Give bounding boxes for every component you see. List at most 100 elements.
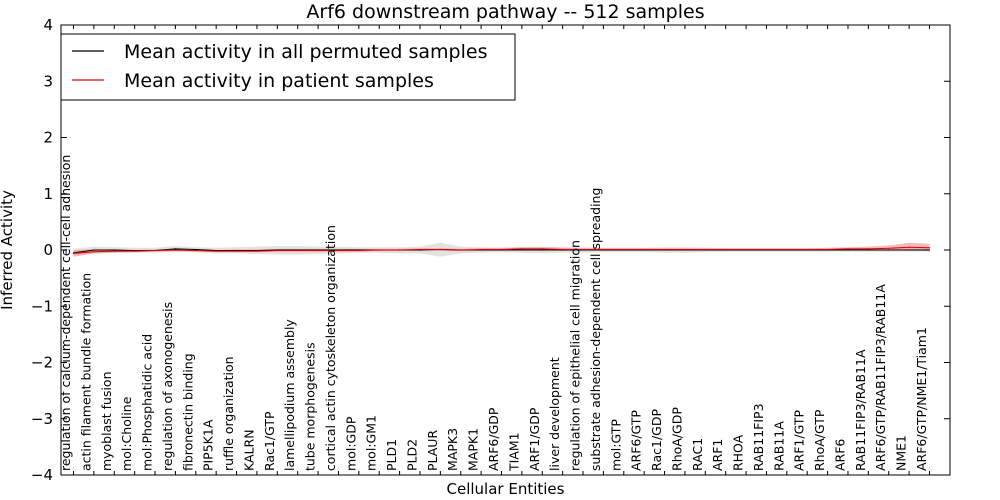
x-tick-label: ARF6/GTP/RAB11FIP3/RAB11A bbox=[873, 284, 888, 471]
point-series-2 bbox=[399, 249, 401, 251]
point-series-2 bbox=[276, 249, 278, 252]
point-series-2 bbox=[888, 247, 890, 249]
x-tick-label: RAC1 bbox=[690, 438, 705, 471]
x-tick-label: mol:GTP bbox=[608, 419, 623, 471]
point-series-2 bbox=[928, 247, 931, 249]
point-series-1 bbox=[908, 249, 910, 251]
point-series-2 bbox=[460, 249, 462, 251]
x-tick-label: lamellipodium assembly bbox=[282, 319, 297, 471]
point-series-2 bbox=[134, 250, 136, 252]
y-tick-label: 2 bbox=[43, 129, 53, 147]
point-series-2 bbox=[93, 251, 95, 253]
x-axis-label: Cellular Entities bbox=[447, 480, 565, 498]
point-series-2 bbox=[521, 248, 523, 250]
y-tick-label: 0 bbox=[43, 241, 53, 259]
x-tick-label: RHOA bbox=[731, 434, 746, 471]
x-tick-label: ARF1 bbox=[710, 439, 725, 471]
point-series-2 bbox=[725, 248, 727, 251]
point-series-2 bbox=[297, 249, 299, 252]
y-tick-label: −4 bbox=[31, 466, 53, 484]
point-series-2 bbox=[256, 250, 258, 252]
x-tick-label: RAB11FIP3 bbox=[751, 403, 766, 471]
point-series-2 bbox=[867, 248, 870, 250]
x-tick-label: PIP5K1A bbox=[201, 419, 216, 471]
x-tick-label: KALRN bbox=[241, 429, 256, 471]
x-tick-label: mol:GM1 bbox=[364, 415, 379, 471]
y-axis-ticks: −4 −3 −2 −1 0 1 2 3 4 bbox=[31, 16, 950, 484]
y-tick-label: −3 bbox=[31, 410, 53, 428]
point-series-2 bbox=[154, 249, 156, 252]
x-tick-label: ruffle organization bbox=[221, 356, 236, 471]
x-tick-label: substrate adhesion-dependent cell spread… bbox=[588, 188, 603, 471]
point-series-2 bbox=[113, 250, 115, 252]
x-tick-label: RAB11A bbox=[771, 421, 786, 471]
point-series-2 bbox=[235, 250, 238, 252]
point-series-1 bbox=[888, 249, 890, 251]
point-series-2 bbox=[704, 248, 706, 251]
point-series-2 bbox=[765, 248, 768, 251]
point-series-2 bbox=[215, 250, 217, 252]
point-series-2 bbox=[419, 248, 421, 251]
point-series-1 bbox=[93, 249, 95, 251]
x-tick-label: Rac1/GDP bbox=[649, 409, 664, 471]
point-series-2 bbox=[480, 248, 482, 251]
y-tick-label: 1 bbox=[43, 185, 53, 203]
point-series-1 bbox=[847, 249, 849, 251]
point-series-2 bbox=[174, 249, 176, 251]
x-tick-label: fibronectin binding bbox=[180, 353, 195, 471]
y-tick-label: −1 bbox=[31, 297, 53, 315]
chart-title: Arf6 downstream pathway -- 512 samples bbox=[306, 1, 704, 23]
x-tick-label: mol:Phosphatidic acid bbox=[140, 334, 155, 471]
point-series-1 bbox=[541, 249, 543, 251]
x-tick-label: regulation of axonogenesis bbox=[160, 302, 175, 471]
x-tick-label: Rac1/GTP bbox=[262, 411, 277, 471]
x-tick-label: regulation of calcium-dependent cell-cel… bbox=[58, 155, 73, 471]
x-tick-label: actin filament bundle formation bbox=[78, 273, 93, 471]
point-series-1 bbox=[867, 249, 870, 251]
legend-label-2: Mean activity in patient samples bbox=[124, 70, 434, 92]
point-series-2 bbox=[500, 248, 503, 251]
point-series-1 bbox=[928, 249, 931, 251]
x-tick-label: MAPK3 bbox=[445, 428, 460, 471]
point-series-2 bbox=[663, 248, 666, 251]
x-tick-label: PLD1 bbox=[384, 439, 399, 471]
point-series-2 bbox=[684, 248, 686, 251]
legend-box bbox=[60, 33, 516, 101]
y-tick-label: 4 bbox=[43, 16, 53, 34]
point-series-2 bbox=[908, 246, 910, 248]
point-series-2 bbox=[317, 249, 319, 252]
legend: Mean activity in all permuted samples Mea… bbox=[60, 33, 516, 101]
x-tick-label: NME1 bbox=[894, 435, 909, 471]
point-series-2 bbox=[582, 248, 584, 251]
point-series-2 bbox=[358, 249, 360, 252]
point-series-2 bbox=[439, 248, 441, 251]
point-series-1 bbox=[521, 249, 523, 251]
x-tick-label: ARF6/GTP bbox=[629, 410, 644, 471]
point-series-1 bbox=[195, 248, 197, 251]
x-tick-label: ARF1/GDP bbox=[527, 407, 542, 471]
point-series-2 bbox=[847, 248, 849, 250]
point-series-2 bbox=[806, 248, 808, 251]
point-series-2 bbox=[827, 248, 829, 251]
x-tick-label: liver development bbox=[547, 357, 562, 471]
y-tick-label: −2 bbox=[31, 354, 53, 372]
x-tick-label: ARF6 bbox=[833, 439, 848, 471]
x-tick-label: RhoA/GDP bbox=[669, 407, 684, 471]
point-series-2 bbox=[745, 248, 747, 251]
x-tick-label: PLD2 bbox=[405, 439, 420, 471]
x-tick-label: TIAM1 bbox=[506, 432, 521, 472]
point-series-1 bbox=[174, 248, 176, 250]
x-tick-label: ARF6/GTP/NME1/Tiam1 bbox=[914, 327, 929, 471]
x-tick-label: ARF1/GTP bbox=[792, 410, 807, 471]
point-series-2 bbox=[72, 252, 75, 254]
point-series-2 bbox=[337, 249, 340, 252]
point-series-1 bbox=[113, 249, 115, 251]
x-tick-label: myoblast fusion bbox=[99, 371, 114, 471]
x-tick-label: ARF6/GDP bbox=[486, 407, 501, 471]
series-lines bbox=[72, 246, 931, 254]
x-tick-label: regulation of epithelial cell migration bbox=[568, 240, 583, 471]
point-series-2 bbox=[562, 248, 564, 251]
y-axis-label: Inferred Activity bbox=[0, 190, 16, 310]
point-series-2 bbox=[378, 249, 380, 251]
